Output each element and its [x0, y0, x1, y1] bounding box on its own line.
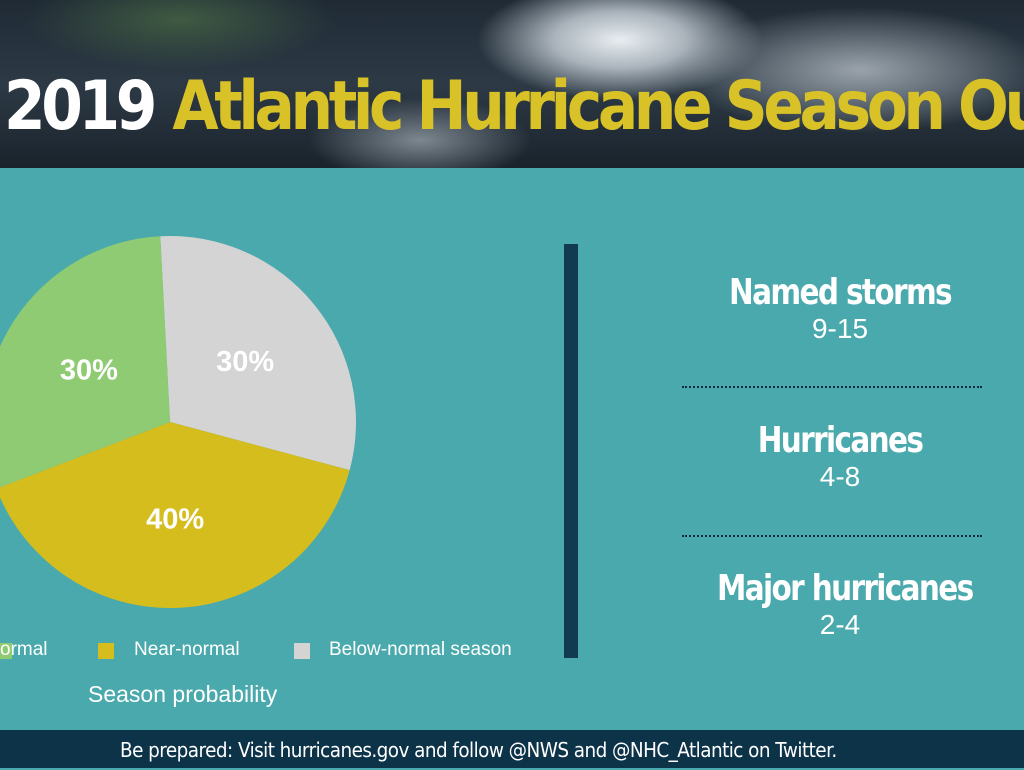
stat-major-hurricanes: Major hurricanes 2-4 — [690, 568, 990, 640]
title-text: Atlantic Hurricane Season Outlook — [172, 67, 1024, 146]
legend-label-above-normal: ormal — [0, 639, 48, 660]
pie-chart: 30% 40% 30% — [0, 235, 356, 608]
pie-slice-below-normal — [160, 235, 356, 471]
legend-swatch-below-normal — [294, 643, 310, 659]
stat-value-hurricanes: 4-8 — [819, 461, 861, 492]
stat-label-major-hurricanes: Major hurricanes — [717, 568, 974, 609]
legend-label-below-normal: Below-normal season — [329, 639, 512, 660]
stat-value-named-storms: 9-15 — [811, 313, 869, 344]
dotted-separator — [682, 386, 982, 388]
title-year: 2019 — [4, 67, 157, 146]
stat-value-major-hurricanes: 2-4 — [819, 609, 861, 640]
legend-swatch-near-normal — [98, 643, 114, 659]
footer-text: Be prepared: Visit hurricanes.gov and fo… — [120, 738, 837, 762]
dotted-separator — [682, 535, 982, 537]
chart-caption: Season probability — [88, 681, 278, 707]
legend-label-near-normal: Near-normal — [134, 639, 240, 660]
pie-label-above-normal: 30% — [60, 354, 118, 386]
vertical-divider — [564, 244, 578, 658]
pie-label-below-normal: 30% — [216, 346, 274, 378]
pie-slice-near-normal — [0, 422, 350, 608]
stat-label-hurricanes: Hurricanes — [757, 420, 924, 461]
stat-label-named-storms: Named storms — [729, 272, 953, 313]
stat-hurricanes: Hurricanes 4-8 — [690, 420, 990, 492]
stat-named-storms: Named storms 9-15 — [690, 272, 990, 344]
legend-swatch-above-normal — [0, 643, 12, 659]
footer-bar: Be prepared: Visit hurricanes.gov and fo… — [0, 730, 1024, 768]
pie-label-near-normal: 40% — [146, 504, 204, 536]
pie-slice-above-normal — [0, 236, 170, 488]
